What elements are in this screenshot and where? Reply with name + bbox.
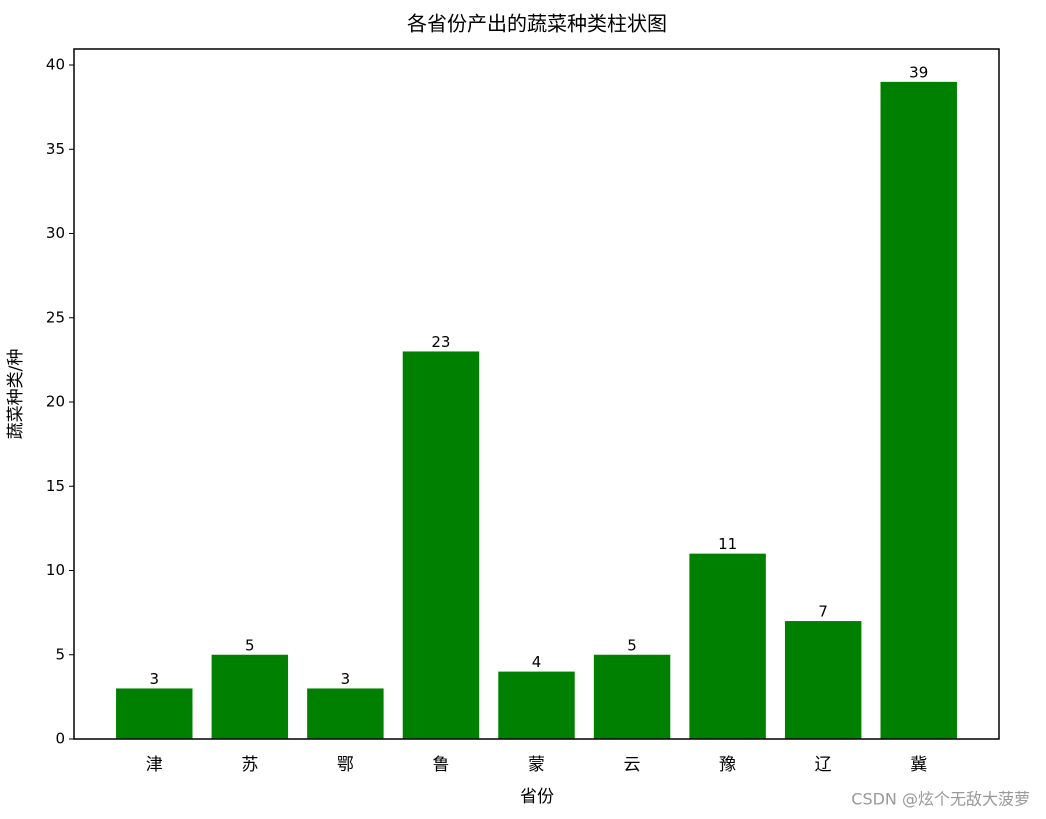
y-tick-label: 20	[46, 393, 65, 411]
data-label: 3	[149, 670, 159, 688]
x-axis-label: 省份	[520, 787, 554, 807]
data-label: 7	[818, 603, 828, 621]
y-tick-label: 35	[46, 140, 65, 158]
bar	[211, 654, 289, 739]
plot-frame	[73, 48, 1000, 740]
x-tick-label: 冀	[910, 755, 927, 775]
y-tick-label: 40	[46, 56, 65, 74]
bar	[784, 621, 862, 739]
y-tick-label: 10	[46, 561, 65, 579]
bar	[593, 654, 671, 739]
y-tick-label: 15	[46, 477, 65, 495]
x-tick-label: 鲁	[432, 755, 449, 775]
y-axis-label: 蔬菜种类/种	[6, 349, 26, 440]
data-label: 23	[431, 333, 450, 351]
bar	[116, 688, 193, 739]
data-label: 5	[245, 636, 255, 654]
bar	[880, 81, 957, 740]
x-tick-label: 蒙	[528, 755, 545, 775]
data-label: 5	[627, 636, 637, 654]
chart-title: 各省份产出的蔬菜种类柱状图	[407, 12, 667, 36]
bar	[689, 553, 766, 739]
x-tick-label: 豫	[719, 755, 736, 775]
x-tick-label: 辽	[815, 755, 832, 775]
bar	[307, 688, 384, 739]
bar	[402, 351, 480, 739]
data-label: 11	[718, 535, 737, 553]
x-tick-label: 苏	[241, 755, 258, 775]
x-tick-label: 鄂	[337, 755, 354, 775]
data-label: 4	[532, 653, 542, 671]
data-label: 3	[341, 670, 351, 688]
y-tick-label: 25	[46, 308, 65, 326]
watermark: CSDN @炫个无敌大菠萝	[851, 790, 1030, 809]
x-tick-label: 云	[624, 755, 641, 775]
y-tick-label: 30	[46, 224, 65, 242]
bar	[498, 671, 575, 739]
y-tick-label: 0	[55, 730, 65, 748]
x-tick-label: 津	[146, 755, 163, 775]
y-tick-label: 5	[55, 645, 65, 663]
data-label: 39	[909, 63, 928, 81]
